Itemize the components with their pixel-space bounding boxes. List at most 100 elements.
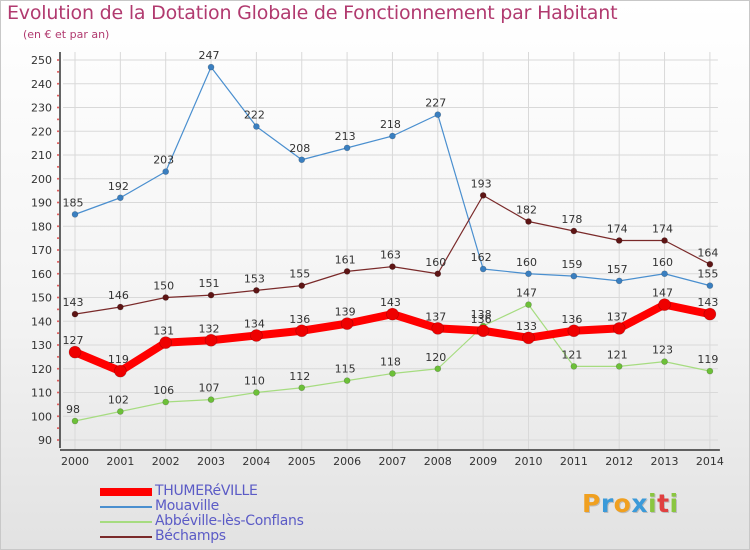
y-minor-tick xyxy=(57,82,59,85)
y-minor-tick xyxy=(57,118,59,121)
data-point xyxy=(658,298,671,311)
data-label: 106 xyxy=(153,384,174,397)
data-point xyxy=(343,377,351,384)
y-minor-tick xyxy=(57,237,59,240)
data-point xyxy=(612,322,626,335)
data-point xyxy=(343,268,351,275)
y-tick-label: 200 xyxy=(31,173,52,186)
data-point xyxy=(117,194,124,202)
legend-swatch xyxy=(100,505,152,508)
data-point xyxy=(476,324,490,338)
data-point xyxy=(386,307,399,321)
y-minor-tick xyxy=(57,415,59,418)
y-minor-tick xyxy=(57,260,59,263)
y-minor-tick xyxy=(57,272,59,275)
data-label: 139 xyxy=(335,306,356,319)
data-label: 137 xyxy=(607,310,628,323)
data-label: 151 xyxy=(199,277,220,290)
data-label: 98 xyxy=(66,403,80,416)
data-label: 227 xyxy=(425,97,446,110)
data-label: 136 xyxy=(289,313,310,326)
y-minor-tick xyxy=(57,308,59,311)
data-point xyxy=(298,156,306,164)
chart-title: Evolution de la Dotation Globale de Fonc… xyxy=(7,2,618,24)
data-point xyxy=(159,336,172,349)
y-tick-label: 90 xyxy=(38,434,52,447)
data-label: 146 xyxy=(108,289,129,302)
y-minor-tick xyxy=(57,94,59,97)
x-tick-label: 2005 xyxy=(288,455,316,468)
data-label: 120 xyxy=(425,351,446,364)
legend-swatch xyxy=(100,520,152,523)
series-lines xyxy=(68,63,717,425)
y-tick-label: 180 xyxy=(31,220,52,233)
y-minor-tick xyxy=(57,154,59,156)
data-label: 155 xyxy=(697,268,718,281)
data-label: 121 xyxy=(561,348,582,361)
data-label: 174 xyxy=(652,223,673,236)
data-point xyxy=(298,384,306,392)
data-point xyxy=(661,358,668,365)
data-point xyxy=(525,270,532,278)
logo-letter: o xyxy=(613,489,632,518)
chart-subtitle: (en € et par an) xyxy=(23,28,110,41)
data-point xyxy=(434,270,442,278)
y-minor-tick xyxy=(57,59,59,61)
data-label: 131 xyxy=(153,325,174,338)
data-label: 213 xyxy=(335,130,356,143)
y-minor-tick xyxy=(57,70,59,73)
data-point xyxy=(207,396,215,403)
y-minor-tick xyxy=(57,320,59,323)
data-label: 162 xyxy=(471,251,492,264)
data-point xyxy=(71,417,79,425)
y-minor-tick xyxy=(57,201,59,204)
proxiti-logo: Proxiti xyxy=(582,489,679,518)
x-tick-label: 2010 xyxy=(515,455,543,468)
x-tick-label: 2006 xyxy=(333,455,361,468)
data-point xyxy=(525,301,532,308)
logo-letter: i xyxy=(648,489,658,518)
data-label: 137 xyxy=(425,310,446,323)
y-minor-tick xyxy=(57,213,59,216)
data-label: 174 xyxy=(607,223,628,236)
data-label: 247 xyxy=(199,49,220,62)
data-label: 136 xyxy=(561,313,582,326)
legend-label: THUMERéVILLE xyxy=(155,483,258,499)
data-label: 161 xyxy=(335,253,356,266)
data-point xyxy=(479,192,487,199)
data-label: 178 xyxy=(561,213,582,226)
data-point xyxy=(703,307,717,321)
y-tick-label: 190 xyxy=(31,197,52,210)
data-label: 203 xyxy=(153,154,174,167)
y-minor-tick xyxy=(57,189,59,192)
data-point xyxy=(706,367,714,375)
data-label: 218 xyxy=(380,118,401,131)
y-minor-tick xyxy=(57,355,59,358)
legend-swatch xyxy=(100,487,152,496)
data-label: 138 xyxy=(471,308,492,321)
data-label: 159 xyxy=(561,258,582,271)
data-label: 133 xyxy=(516,320,537,333)
data-point xyxy=(570,272,578,280)
data-point xyxy=(389,370,396,377)
data-label: 112 xyxy=(289,370,310,383)
data-label: 222 xyxy=(244,109,265,122)
x-tick-label: 2000 xyxy=(61,455,89,468)
data-label: 136 xyxy=(471,313,492,326)
data-label: 208 xyxy=(289,142,310,155)
data-label: 107 xyxy=(199,382,220,395)
data-label: 110 xyxy=(244,375,265,388)
y-minor-tick xyxy=(57,344,59,346)
legend-swatch xyxy=(100,535,152,538)
data-labels: 185 192 203 247 222 208 213 218 227 162 160 159 157 1… xyxy=(63,49,719,416)
data-point xyxy=(479,265,487,273)
data-point xyxy=(570,227,578,235)
data-point xyxy=(434,111,442,118)
y-tick-label: 140 xyxy=(31,315,52,328)
y-minor-tick xyxy=(57,379,59,382)
logo-letter: x xyxy=(631,489,648,518)
data-label: 147 xyxy=(652,287,673,300)
data-point xyxy=(706,260,714,268)
x-tick-label: 2014 xyxy=(696,455,724,468)
